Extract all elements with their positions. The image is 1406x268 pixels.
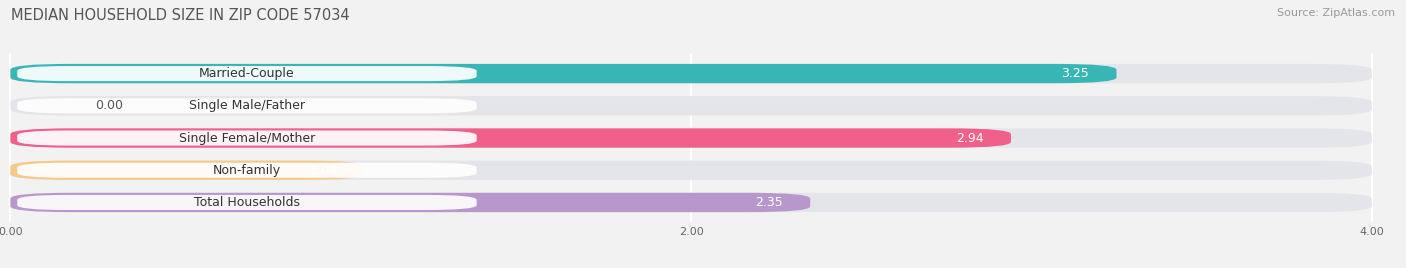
FancyBboxPatch shape (17, 195, 477, 210)
FancyBboxPatch shape (10, 128, 1372, 148)
FancyBboxPatch shape (10, 161, 364, 180)
Text: 2.94: 2.94 (956, 132, 984, 144)
FancyBboxPatch shape (17, 98, 477, 113)
Text: Single Female/Mother: Single Female/Mother (179, 132, 315, 144)
FancyBboxPatch shape (10, 161, 1372, 180)
Text: Single Male/Father: Single Male/Father (188, 99, 305, 112)
Text: 3.25: 3.25 (1062, 67, 1090, 80)
FancyBboxPatch shape (10, 64, 1116, 83)
Text: MEDIAN HOUSEHOLD SIZE IN ZIP CODE 57034: MEDIAN HOUSEHOLD SIZE IN ZIP CODE 57034 (11, 8, 350, 23)
Text: Total Households: Total Households (194, 196, 299, 209)
FancyBboxPatch shape (17, 66, 477, 81)
Text: Married-Couple: Married-Couple (200, 67, 295, 80)
FancyBboxPatch shape (10, 128, 1011, 148)
Text: 1.04: 1.04 (309, 164, 337, 177)
Text: Non-family: Non-family (212, 164, 281, 177)
FancyBboxPatch shape (10, 193, 1372, 212)
FancyBboxPatch shape (10, 193, 810, 212)
Text: 0.00: 0.00 (96, 99, 124, 112)
FancyBboxPatch shape (10, 64, 1372, 83)
FancyBboxPatch shape (17, 131, 477, 146)
Text: 2.35: 2.35 (755, 196, 783, 209)
FancyBboxPatch shape (10, 96, 1372, 116)
FancyBboxPatch shape (17, 163, 477, 178)
Text: Source: ZipAtlas.com: Source: ZipAtlas.com (1277, 8, 1395, 18)
